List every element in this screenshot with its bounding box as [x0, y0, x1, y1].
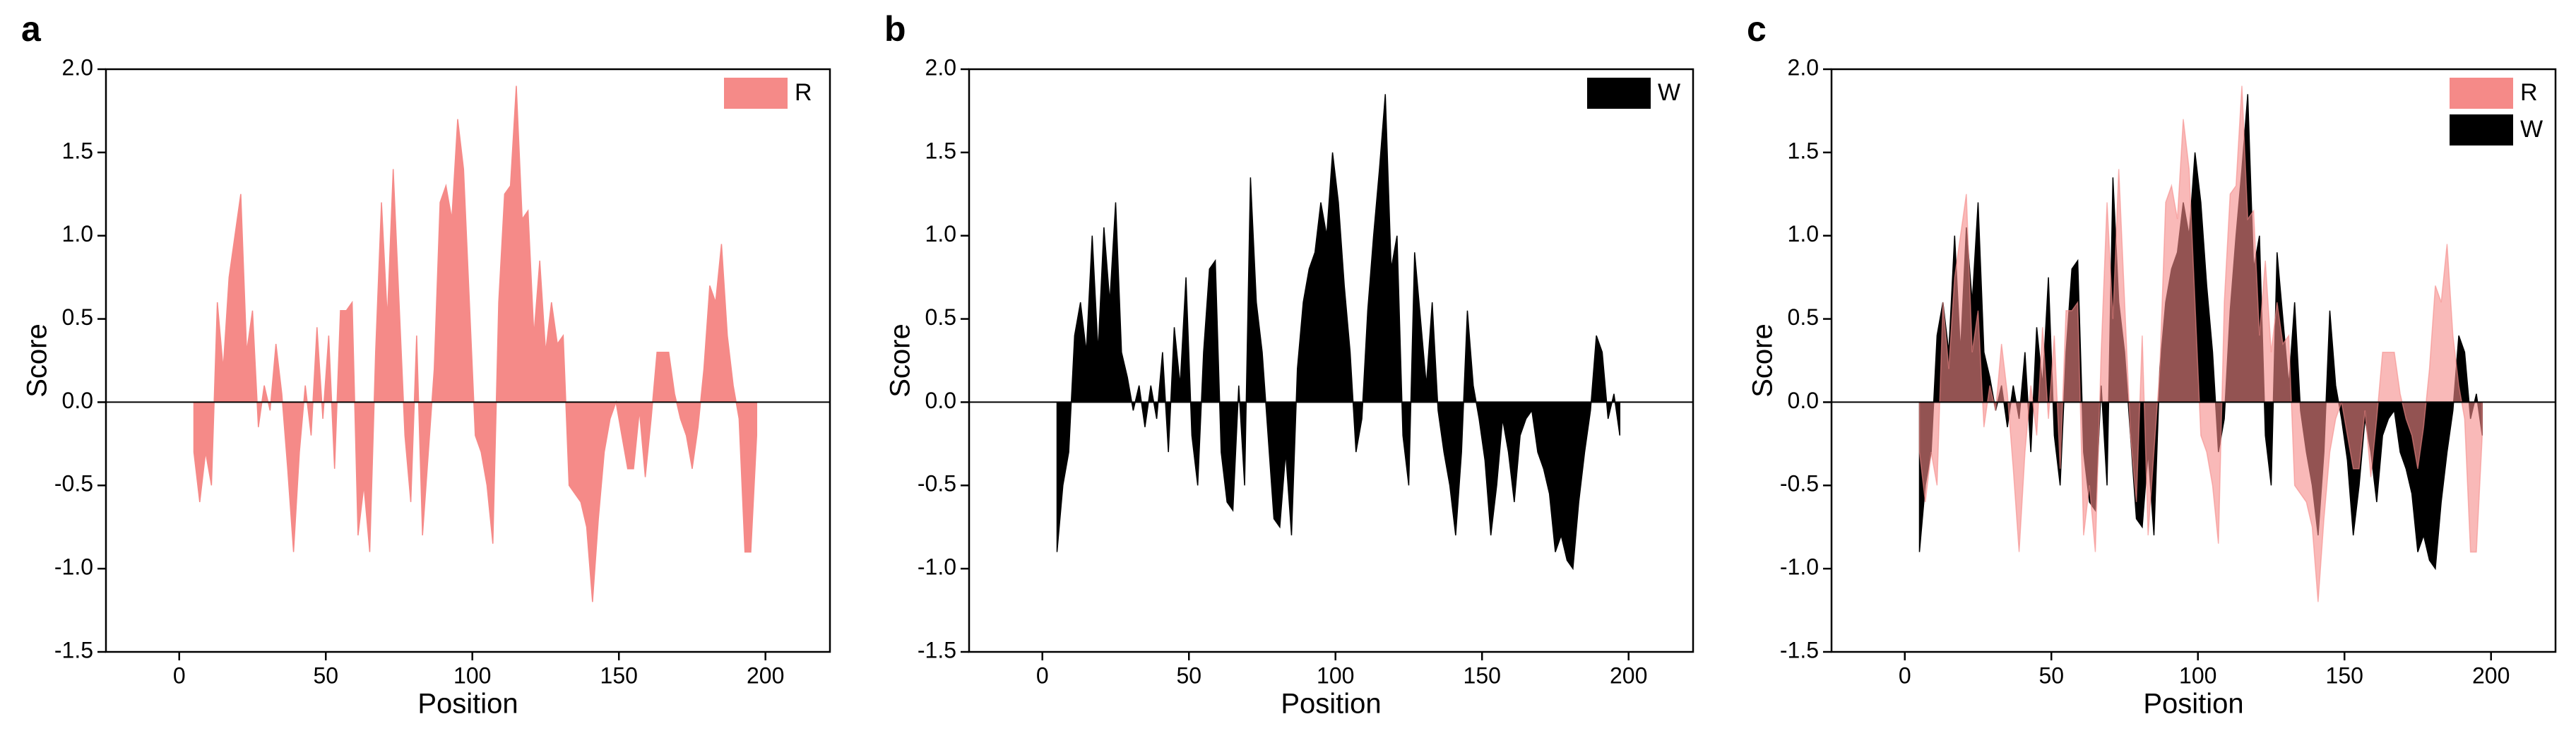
panel-label: a [21, 9, 42, 49]
legend-label: W [1658, 79, 1680, 106]
y-tick-label: 0.5 [1788, 304, 1819, 330]
y-tick-label: 1.5 [62, 138, 93, 163]
area-series [1918, 85, 2483, 602]
y-tick-label: 2.0 [62, 54, 93, 80]
x-axis-title: Position [417, 689, 518, 720]
x-tick-label: 200 [747, 662, 784, 688]
y-tick-label: -1.0 [918, 554, 956, 580]
x-tick-label: 150 [2326, 662, 2363, 688]
x-tick-label: 50 [313, 662, 338, 688]
x-tick-label: 200 [2472, 662, 2510, 688]
legend-label: R [795, 79, 812, 106]
legend-swatch [724, 78, 788, 109]
y-tick-label: -1.0 [54, 554, 93, 580]
x-tick-label: 50 [1176, 662, 1201, 688]
area-series [1918, 94, 2483, 571]
y-tick-label: 1.5 [925, 138, 956, 163]
y-tick-label: -0.5 [54, 471, 93, 497]
y-tick-label: -1.5 [1780, 637, 1819, 662]
x-tick-label: 0 [1899, 662, 1911, 688]
y-tick-label: 0.0 [62, 388, 93, 413]
x-tick-label: 0 [1036, 662, 1049, 688]
y-tick-label: 2.0 [1788, 54, 1819, 80]
y-tick-label: 0.0 [925, 388, 956, 413]
area-series [1056, 94, 1621, 571]
y-tick-label: -1.0 [1780, 554, 1819, 580]
legend-label: W [2520, 116, 2543, 143]
y-tick-label: 2.0 [925, 54, 956, 80]
legend-swatch [2450, 78, 2513, 109]
area-series [193, 85, 758, 602]
x-tick-label: 100 [453, 662, 491, 688]
plot-frame [968, 68, 1694, 653]
y-tick-label: 1.0 [62, 221, 93, 246]
legend-swatch [2450, 114, 2513, 145]
legend-label: R [2520, 79, 2538, 106]
x-tick-label: 50 [2038, 662, 2064, 688]
x-tick-label: 200 [1610, 662, 1647, 688]
y-axis-title: Score [1747, 323, 1779, 398]
x-tick-label: 100 [1317, 662, 1354, 688]
y-tick-label: -1.5 [918, 637, 956, 662]
y-tick-label: 0.5 [62, 304, 93, 330]
x-tick-label: 150 [600, 662, 638, 688]
y-tick-label: 1.0 [925, 221, 956, 246]
plot-frame [1830, 68, 2557, 653]
y-tick-label: -0.5 [918, 471, 956, 497]
legend-swatch [1587, 78, 1651, 109]
y-tick-label: 1.0 [1788, 221, 1819, 246]
panel-label: c [1747, 9, 1767, 49]
x-axis-title: Position [2143, 689, 2243, 720]
y-tick-label: 0.0 [1788, 388, 1819, 413]
y-tick-label: 1.5 [1788, 138, 1819, 163]
plot-frame [105, 68, 831, 653]
x-tick-label: 100 [2179, 662, 2216, 688]
panel-label: b [884, 9, 906, 49]
x-axis-title: Position [1281, 689, 1381, 720]
x-tick-label: 150 [1464, 662, 1501, 688]
y-tick-label: -0.5 [1780, 471, 1819, 497]
y-axis-title: Score [885, 323, 916, 398]
y-axis-title: Score [22, 323, 53, 398]
x-tick-label: 0 [173, 662, 186, 688]
y-tick-label: 0.5 [925, 304, 956, 330]
y-tick-label: -1.5 [54, 637, 93, 662]
